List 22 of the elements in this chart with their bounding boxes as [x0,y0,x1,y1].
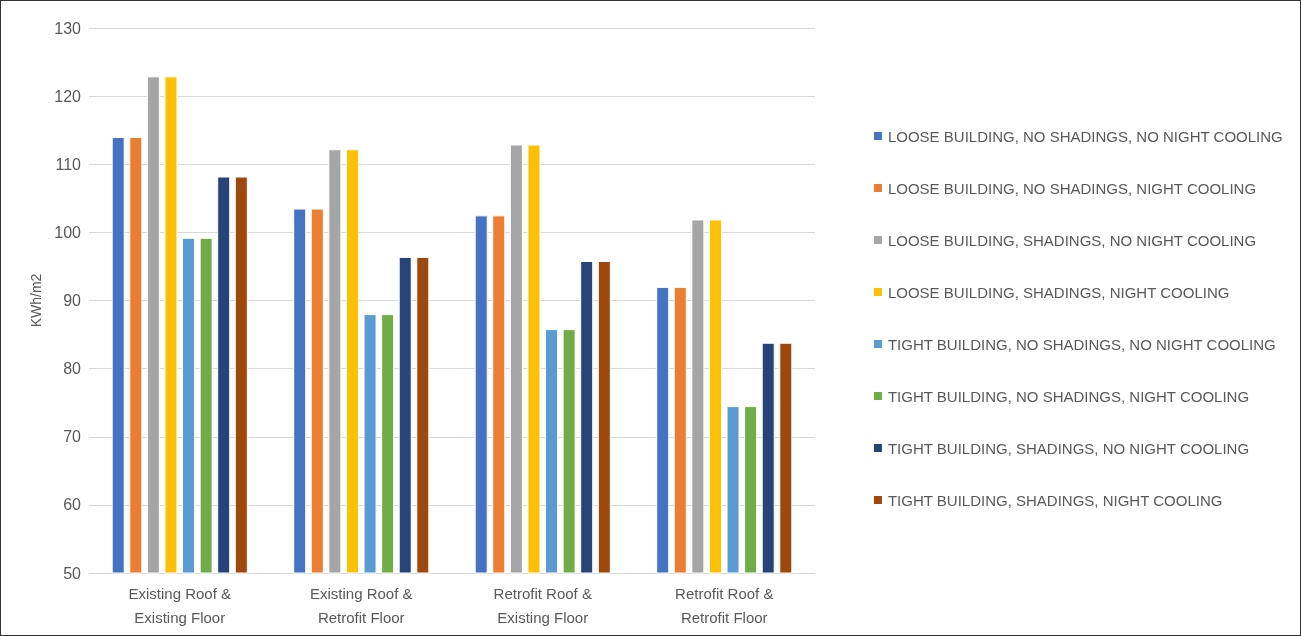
x-tick-label: Retrofit Roof & Retrofit Floor [675,584,774,626]
y-tick-label: 70 [63,428,82,446]
y-tick-label: 60 [63,496,82,514]
legend-label: LOOSE BUILDING, NO SHADINGS, NO NIGHT COOLING [887,127,1283,145]
legend-label: LOOSE BUILDING, SHADINGS, NIGHT COOLING [887,283,1230,301]
y-tick-label: 80 [63,360,82,378]
y-tick-label: 130 [54,19,82,37]
y-tick-label: 100 [54,223,82,241]
y-tick-label: 50 [63,564,82,582]
legend-label: TIGHT BUILDING, SHADINGS, NO NIGHT COOLING [887,439,1250,457]
legend-label: LOOSE BUILDING, SHADINGS, NO NIGHT COOLING [887,231,1257,249]
x-tick-label: Retrofit Roof & Existing Floor [493,584,592,626]
x-tick-label: Existing Roof & Retrofit Floor [309,584,413,626]
legend-label: LOOSE BUILDING, NO SHADINGS, NIGHT COOLING [887,179,1257,197]
legend-label: TIGHT BUILDING, NO SHADINGS, NIGHT COOLING [887,387,1250,405]
legend-label: TIGHT BUILDING, NO SHADINGS, NO NIGHT COOLING [887,335,1276,353]
y-tick-label: 120 [54,87,82,105]
x-tick-label: Existing Roof & Existing Floor [128,584,232,626]
y-axis-title: KWh/m2 [28,273,45,328]
y-tick-label: 90 [63,292,82,309]
y-tick-label: 110 [55,155,82,173]
legend-label: TIGHT BUILDING, SHADINGS, NIGHT COOLING [887,491,1223,509]
